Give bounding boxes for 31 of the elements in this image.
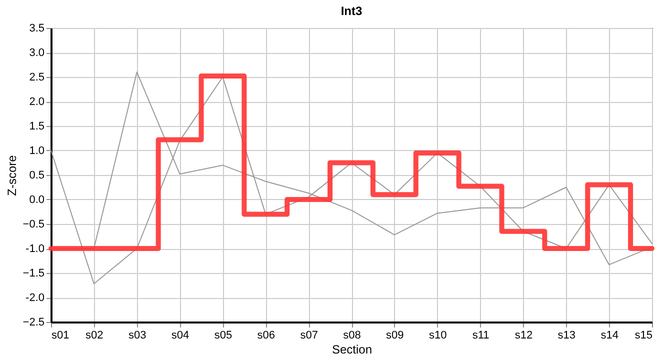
y-tick-label: 3.0 [29,47,44,59]
y-tick-label: -2.0 [26,292,44,304]
y-tick-label: −2.5 [22,316,44,328]
y-tick-label: 0.5 [29,170,44,182]
x-tick-label: s07 [300,330,318,342]
x-tick-label: s02 [86,330,104,342]
x-tick-label: s14 [600,330,618,342]
x-tick-label: s09 [386,330,404,342]
x-tick-label: s06 [257,330,276,342]
y-tick-label: 1.5 [29,120,44,132]
y-tick-label: −0.5 [22,218,44,230]
x-tick-label: s01 [52,330,70,342]
y-tick-label: −1.5 [22,268,44,280]
x-tick-label: s03 [128,330,146,342]
x-tick-label: s04 [171,330,190,342]
y-tick-label: 3.5 [29,22,44,34]
x-axis-title: Section [332,342,372,356]
x-tick-label: s11 [472,330,490,342]
x-tick-label: s08 [343,330,361,342]
x-tick-label: s13 [558,330,576,342]
x-tick-label: s12 [514,330,533,342]
x-tick-label: s10 [428,330,447,342]
x-tick-label: s15 [634,330,652,342]
y-axis-title: Z-score [4,154,19,196]
y-tick-label: 0.0 [29,194,44,206]
x-tick-label: s05 [214,330,232,342]
y-tick-label: 2.0 [29,96,44,108]
y-tick-label: 1.0 [29,145,44,157]
chart-title: Int3 [340,4,362,18]
y-tick-label: 2.5 [29,72,44,84]
y-tick-label: -1.0 [26,243,44,255]
